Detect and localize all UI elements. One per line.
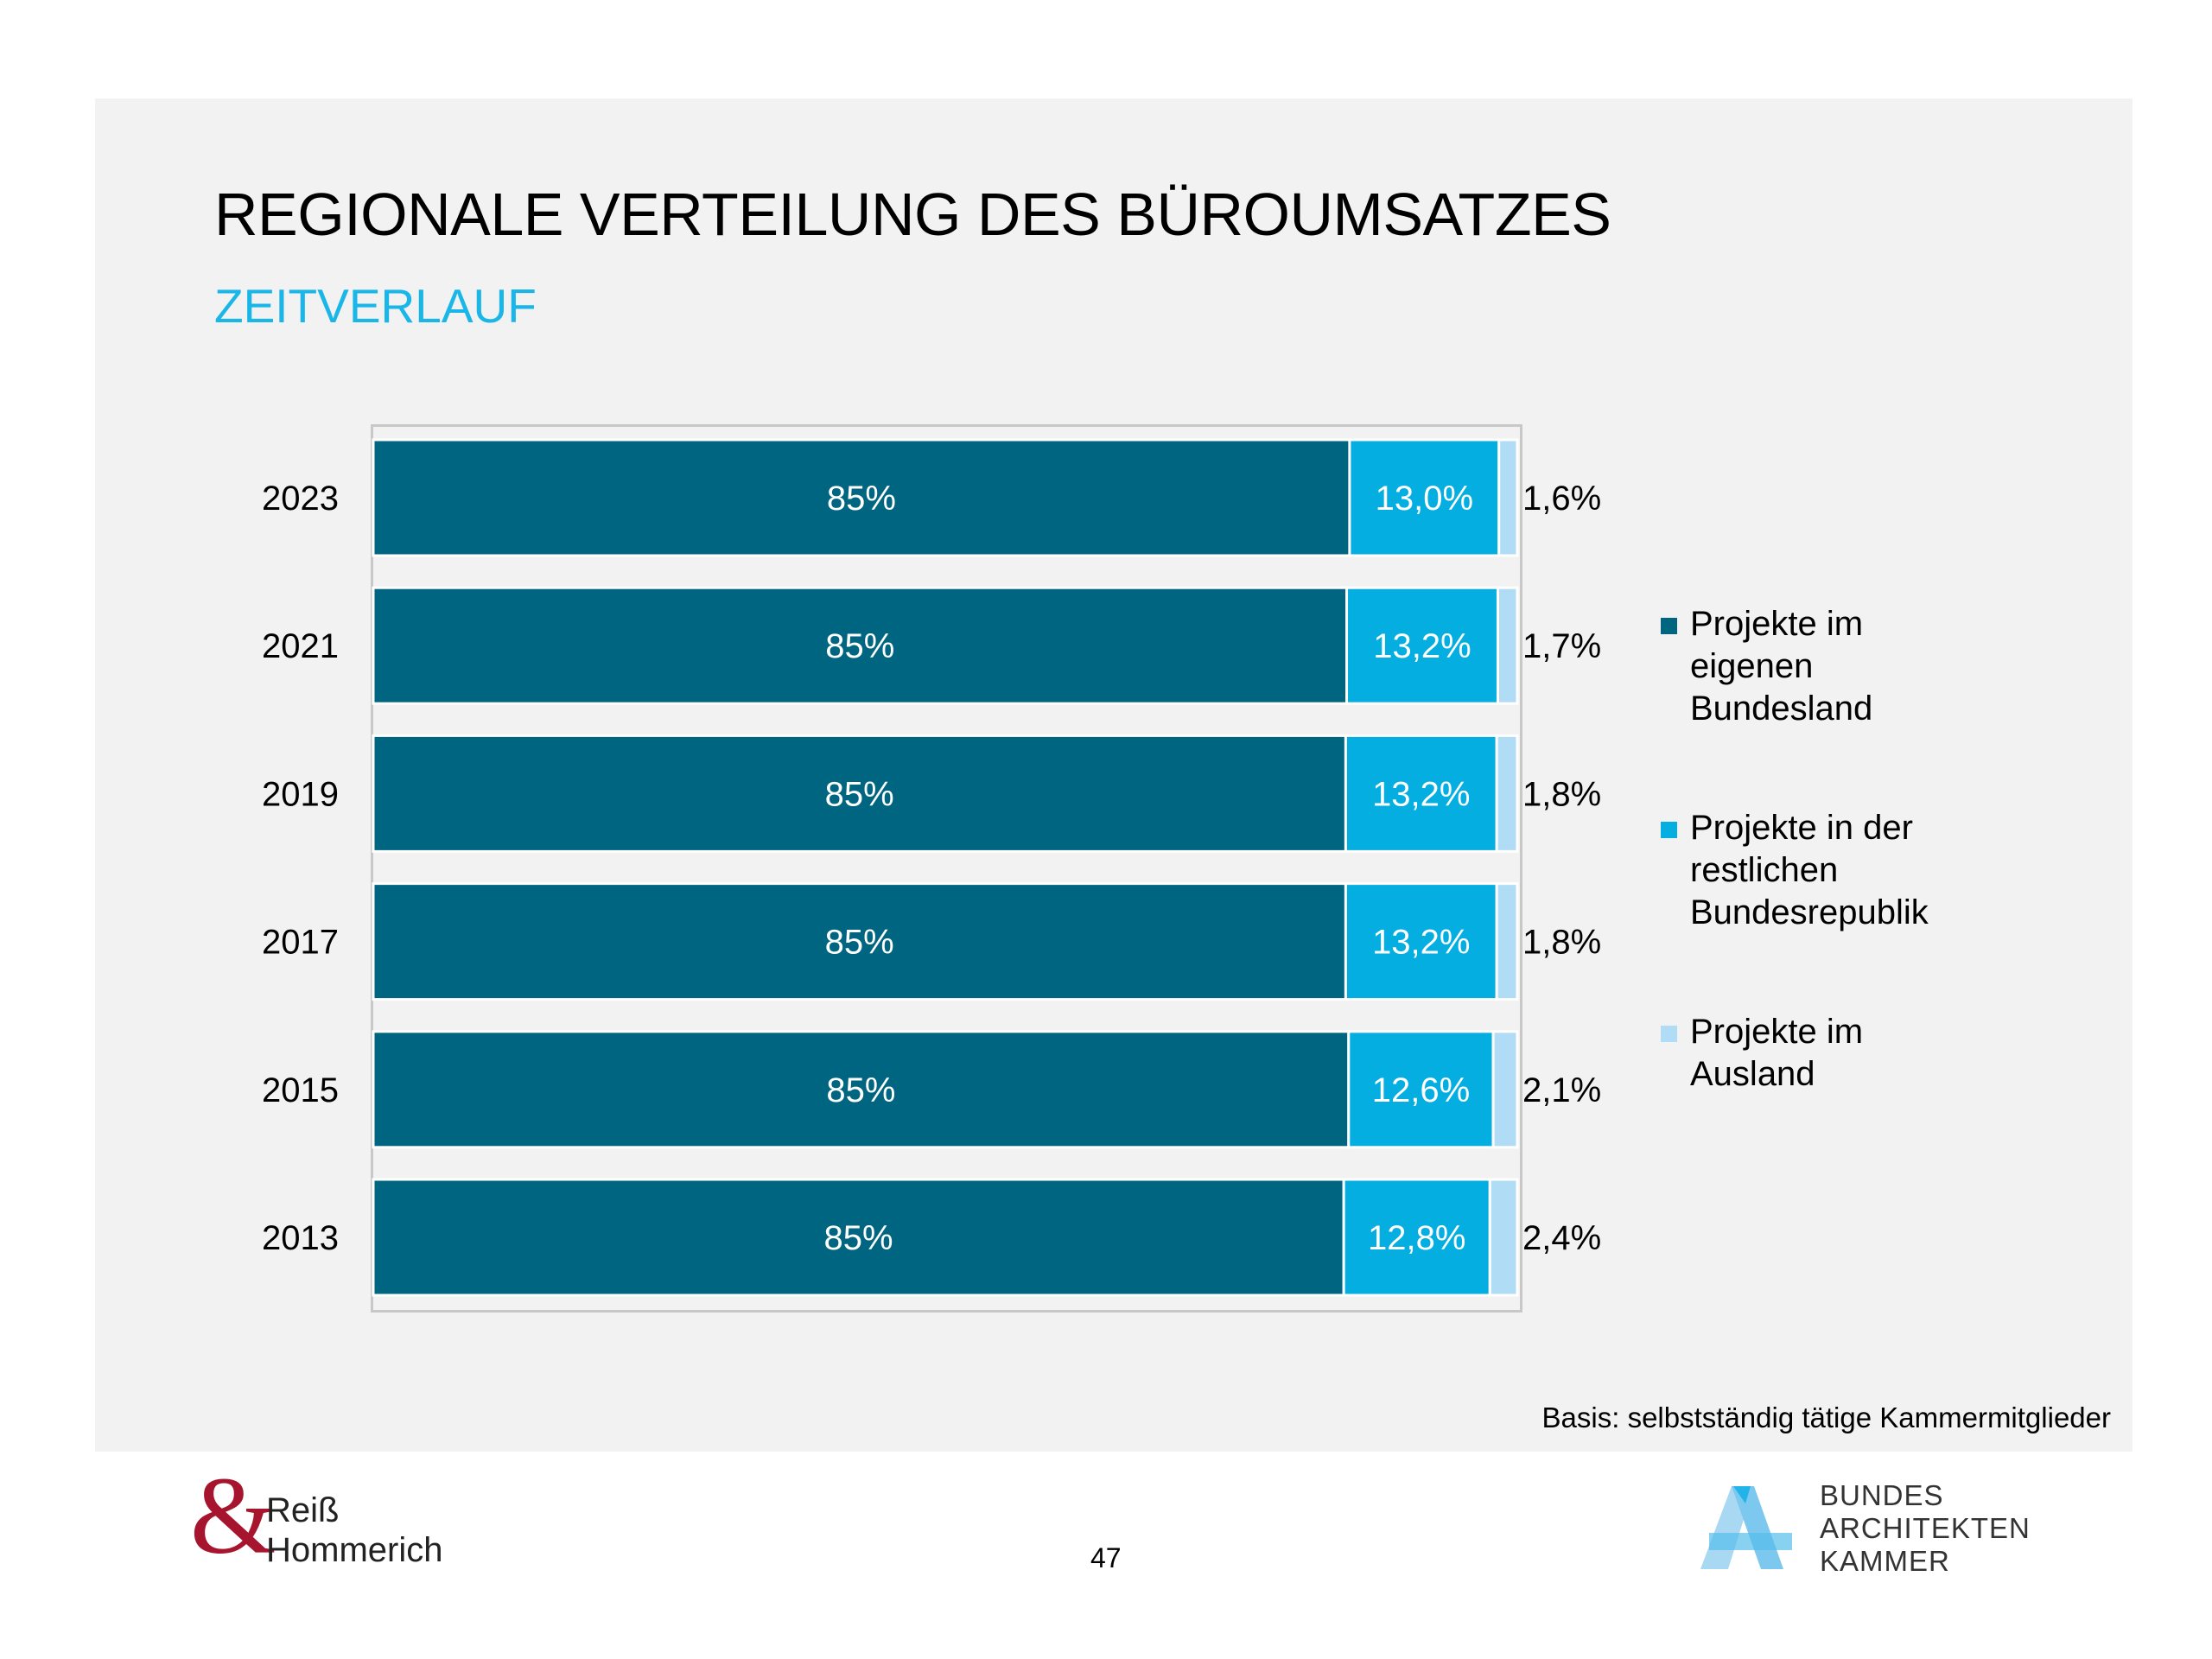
page-number: 47	[1090, 1542, 1122, 1573]
chart-title: REGIONALE VERTEILUNG DES BÜROUMSATZES	[214, 181, 1611, 248]
bar-segment-own-state	[372, 882, 1347, 1001]
legend-swatch-abroad	[1661, 1026, 1677, 1042]
data-label: 13,0%	[1376, 480, 1473, 518]
bar-segment-abroad	[1497, 438, 1519, 557]
y-tick-label: 2019	[262, 775, 339, 813]
data-label: 85%	[827, 480, 896, 518]
data-label: 13,2%	[1372, 775, 1470, 813]
legend-item-own-state: Projekte im eigenen Bundesland	[1661, 603, 1929, 730]
data-label: 2,1%	[1522, 1071, 1601, 1109]
bar-segment-abroad	[1495, 882, 1519, 1001]
y-tick-label: 2023	[262, 480, 339, 518]
data-label: 1,8%	[1522, 775, 1601, 813]
bar-segment-own-state	[372, 586, 1349, 705]
chart-subtitle: ZEITVERLAUF	[214, 279, 537, 333]
data-label: 12,8%	[1368, 1219, 1465, 1257]
bar-segment-rest-federal	[1348, 438, 1501, 557]
bar-segment-own-state	[372, 1178, 1345, 1297]
bar-segment-abroad	[1496, 586, 1519, 705]
data-label: 85%	[825, 924, 894, 962]
data-label: 1,6%	[1522, 480, 1601, 518]
legend-item-abroad: Projekte im Ausland	[1661, 1011, 1929, 1096]
data-label: 12,6%	[1372, 1071, 1470, 1109]
letter-a-logo-icon	[1700, 1486, 1792, 1569]
legend-label-line: Projekte im	[1690, 1013, 1864, 1051]
plot-frame	[371, 424, 1522, 1313]
legend-swatch-own-state	[1661, 618, 1677, 634]
legend-label-line: Bundesrepublik	[1690, 893, 1929, 931]
legend-label-line: restlichen	[1690, 851, 1839, 889]
logo-text-line: BUNDES	[1820, 1479, 1944, 1511]
bar-segment-rest-federal	[1344, 882, 1498, 1001]
y-tick-label: 2021	[262, 627, 339, 665]
data-label: 85%	[825, 627, 894, 665]
logo-text-line: Reiß	[266, 1491, 340, 1529]
basis-note: Basis: selbstständig tätige Kammermitgli…	[1541, 1402, 2111, 1433]
bar-segment-rest-federal	[1344, 734, 1498, 853]
legend-item-rest-federal: Projekte in der restlichen Bundesrepubli…	[1661, 807, 1929, 934]
data-label: 2,4%	[1522, 1219, 1601, 1257]
data-label: 85%	[825, 775, 894, 813]
legend-label-line: Projekte in der	[1690, 809, 1913, 847]
y-tick-label: 2015	[262, 1071, 339, 1109]
reiss-hommerich-logo: & Reiß Hommerich	[190, 1460, 467, 1574]
legend-label-line: Projekte im	[1690, 605, 1864, 643]
data-label: 13,2%	[1373, 627, 1471, 665]
bar-segment-own-state	[372, 1030, 1351, 1149]
logo-text-line: KAMMER	[1820, 1545, 1950, 1577]
bar-segment-own-state	[372, 438, 1351, 557]
data-label: 1,8%	[1522, 924, 1601, 962]
bar-segment-rest-federal	[1342, 1178, 1491, 1297]
logo-text-line: Hommerich	[266, 1531, 443, 1569]
bar-segment-abroad	[1495, 734, 1519, 853]
legend-label-line: Bundesland	[1690, 690, 1873, 728]
logo-text-line: ARCHITEKTEN	[1820, 1512, 2031, 1544]
data-label: 85%	[824, 1219, 893, 1257]
bar-segment-abroad	[1491, 1030, 1519, 1149]
legend: Projekte im eigenen Bundesland Projekte …	[1661, 603, 1929, 1173]
y-tick-label: 2017	[262, 924, 339, 962]
y-tick-label: 2013	[262, 1219, 339, 1257]
bar-segment-rest-federal	[1347, 1030, 1495, 1149]
bar-segment-rest-federal	[1345, 586, 1499, 705]
ampersand-logo-icon: &	[190, 1454, 276, 1577]
data-label: 85%	[826, 1071, 895, 1109]
bar-segment-abroad	[1488, 1178, 1519, 1297]
data-label: 13,2%	[1372, 924, 1470, 962]
legend-swatch-rest-federal	[1661, 822, 1677, 838]
bundesarchitektenkammer-logo: BUNDES ARCHITEKTEN KAMMER	[1694, 1479, 2056, 1580]
data-label: 1,7%	[1522, 627, 1601, 665]
legend-label-line: Ausland	[1690, 1055, 1815, 1093]
legend-label-line: eigenen	[1690, 647, 1814, 685]
